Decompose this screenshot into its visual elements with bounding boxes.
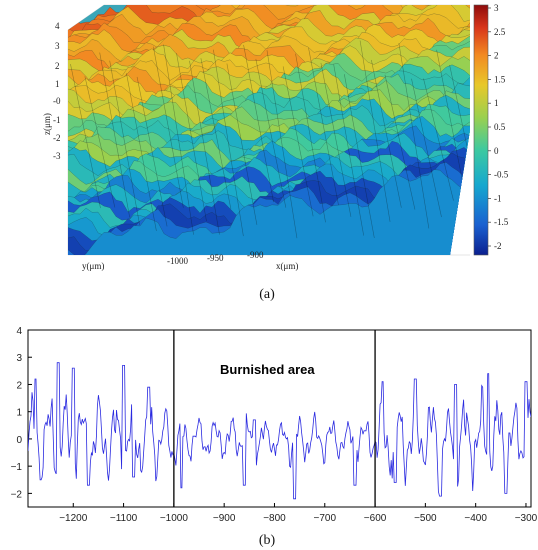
x-tick-label: −700 [314, 513, 337, 524]
z-axis: 4 3 2 1 -0 -1 -2 -3 z(μm) [42, 21, 61, 161]
axis-ticks: −1200 −1100 −1000 −900 −800 −700 −600 −500 −400 −… [11, 326, 538, 524]
z-tick-label: 1 [55, 79, 60, 89]
surface-shadow [126, 73, 157, 232]
surface-shadow [333, 64, 364, 236]
z-tick-label: -0 [53, 96, 61, 106]
colorbar-tick-label: 2.5 [494, 27, 506, 37]
surface-shadow [371, 59, 402, 208]
z-tick-label: 3 [55, 41, 60, 51]
surface-shadow [176, 53, 207, 222]
colorbar-gradient [473, 4, 489, 256]
y-tick-label: −2 [11, 489, 23, 500]
z-tick-label: 2 [55, 61, 60, 71]
burnished-area-label: Burnished area [220, 362, 315, 377]
x-axis: y(μm) -1000 -950 -900 x(μm) [82, 250, 298, 271]
surface-plot [68, 5, 470, 255]
surface-ridge [68, 169, 470, 255]
z-tick-label: -3 [53, 151, 61, 161]
surface-shadow [84, 76, 116, 208]
surface-shadow [411, 78, 442, 218]
surface-shadow [295, 53, 326, 223]
z-tick-label: -1 [53, 115, 61, 125]
surface-shadow [70, 64, 101, 209]
colorbar-tick-label: -1 [494, 193, 502, 203]
colorbar-tick-label: 2 [494, 51, 499, 61]
x-tick-label: -1000 [167, 256, 188, 266]
surface-shadow [243, 44, 274, 203]
colorbar-tick-label: 1.5 [494, 74, 506, 84]
z-tick-label: 4 [55, 21, 60, 31]
surface-shadow [398, 42, 430, 229]
x-tick-label: −1000 [160, 513, 189, 524]
x-tick-label: −600 [364, 513, 387, 524]
y-axis-label: y(μm) [82, 261, 104, 271]
surface-shadow [308, 47, 339, 206]
z-tick-label: -2 [53, 133, 61, 143]
x-tick-label: −500 [414, 513, 437, 524]
colorbar-tick-label: 3 [494, 3, 499, 13]
surface-shadow [226, 63, 258, 225]
y-tick-label: 2 [16, 380, 22, 391]
y-tick-label: −1 [11, 462, 23, 473]
surface-shadow [99, 52, 130, 218]
surface-shadow [136, 76, 168, 227]
x-tick-label: -950 [207, 253, 224, 263]
caption-a: (a) [259, 287, 275, 302]
x-tick-label: −400 [464, 513, 487, 524]
surface-shadow [109, 60, 140, 226]
colorbar: 3 2.5 2 1.5 1 0.5 0 -0.5 -1 -1.5 -2 [473, 3, 509, 256]
surface-shadow [266, 50, 298, 239]
surface-shadow [153, 46, 184, 208]
surface-shadow [282, 66, 314, 217]
profile-plot [28, 330, 531, 507]
surface-shadow [423, 78, 454, 201]
x-tick-label: −1100 [110, 513, 138, 524]
colorbar-ticks: 3 2.5 2 1.5 1 0.5 0 -0.5 -1 -1.5 -2 [488, 3, 509, 251]
colorbar-tick-label: 0.5 [494, 122, 506, 132]
caption-b: (b) [259, 533, 276, 548]
x-axis-label: x(μm) [276, 261, 298, 271]
surface-shadow [384, 74, 416, 210]
surface-shadow [213, 49, 244, 237]
surface-shadow [449, 64, 470, 206]
surface-shadow [255, 58, 287, 208]
colorbar-tick-label: 1 [494, 98, 499, 108]
surface-shadow [200, 58, 232, 209]
x-tick-label: −800 [263, 513, 286, 524]
surface-shadow [320, 62, 352, 217]
y-tick-label: 0 [16, 435, 22, 446]
x-tick-label: −1200 [59, 513, 88, 524]
surface-shadow [359, 40, 391, 222]
y-tick-label: 3 [16, 353, 22, 364]
colorbar-tick-label: -1.5 [494, 217, 509, 227]
colorbar-tick-label: 0 [494, 146, 499, 156]
surface-shadow [189, 60, 220, 235]
colorbar-tick-label: -2 [494, 241, 502, 251]
panel-b: −1200 −1100 −1000 −900 −800 −700 −600 −500 −400 −… [11, 326, 538, 548]
x-tick-label: −300 [515, 513, 538, 524]
x-tick-label: -900 [247, 250, 264, 260]
z-axis-label: z(μm) [42, 113, 52, 135]
surface-shadow [436, 49, 467, 202]
plot-frame [27, 329, 532, 508]
y-tick-label: 1 [16, 408, 22, 419]
x-tick-label: −900 [213, 513, 236, 524]
panel-a: 4 3 2 1 -0 -1 -2 -3 z(μm) y(μm) -1000 -9… [42, 3, 509, 302]
profile-line [28, 362, 531, 500]
surface-shadow [344, 74, 375, 238]
surface-shadow [163, 44, 194, 235]
colorbar-tick-label: -0.5 [494, 170, 509, 180]
y-tick-label: 4 [16, 326, 22, 337]
